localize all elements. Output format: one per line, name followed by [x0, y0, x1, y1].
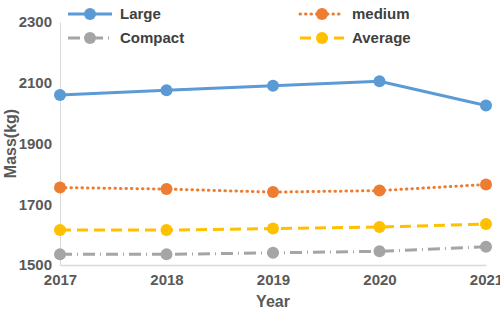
- legend-marker: [84, 8, 96, 20]
- y-axis-title: Mass(kg): [2, 109, 19, 178]
- y-tick-label: 2300: [19, 13, 52, 30]
- series: [54, 218, 492, 236]
- plot: 1500170019002100230020172018201920202021: [19, 13, 500, 287]
- legend-item: Large: [68, 5, 161, 22]
- legend-item: medium: [300, 5, 410, 22]
- y-tick: 1900: [19, 135, 60, 152]
- x-tick: 2021: [470, 265, 500, 288]
- data-point: [480, 100, 492, 112]
- data-point: [54, 248, 66, 260]
- data-point: [54, 89, 66, 101]
- x-tick-label: 2018: [150, 271, 183, 288]
- legend-item: Average: [300, 29, 411, 46]
- legend-label: medium: [352, 5, 410, 22]
- chart: 1500170019002100230020172018201920202021…: [0, 0, 500, 313]
- data-point: [161, 248, 173, 260]
- legend-label: Compact: [120, 29, 184, 46]
- x-tick: 2019: [257, 265, 290, 288]
- data-point: [374, 221, 386, 233]
- series: [54, 75, 492, 111]
- data-point: [480, 218, 492, 230]
- x-axis: 2017 2018 2019 2020 2021: [44, 265, 500, 288]
- legend-item: Compact: [68, 29, 184, 46]
- series: [54, 241, 492, 261]
- data-point: [480, 179, 492, 191]
- x-tick-label: 2021: [470, 271, 500, 288]
- data-point: [161, 84, 173, 96]
- y-tick: 2300: [19, 13, 60, 30]
- y-tick: 1700: [19, 196, 60, 213]
- data-point: [480, 241, 492, 253]
- x-tick: 2018: [150, 265, 183, 288]
- x-tick: 2020: [363, 265, 396, 288]
- data-point: [267, 186, 279, 198]
- x-tick-label: 2020: [363, 271, 396, 288]
- x-tick: 2017: [44, 265, 77, 288]
- x-tick-label: 2017: [44, 271, 77, 288]
- x-tick-label: 2019: [257, 271, 290, 288]
- data-point: [54, 224, 66, 236]
- x-axis-line: [61, 265, 487, 267]
- legend-marker: [316, 8, 328, 20]
- series-layer: [54, 75, 492, 260]
- legend: Large medium Compact Average: [68, 5, 411, 46]
- data-point: [161, 224, 173, 236]
- data-point: [374, 75, 386, 87]
- data-point: [374, 245, 386, 257]
- data-point: [374, 185, 386, 197]
- y-axis: 15001700190021002300: [19, 13, 61, 273]
- x-axis-title: Year: [256, 293, 290, 310]
- y-tick-label: 1900: [19, 135, 52, 152]
- series: [54, 179, 492, 199]
- data-point: [54, 182, 66, 194]
- legend-marker: [316, 32, 328, 44]
- data-point: [267, 223, 279, 235]
- data-point: [161, 183, 173, 195]
- legend-marker: [84, 32, 96, 44]
- y-tick: 2100: [19, 74, 60, 91]
- data-point: [267, 80, 279, 92]
- legend-label: Large: [120, 5, 161, 22]
- y-tick-label: 2100: [19, 74, 52, 91]
- legend-label: Average: [352, 29, 411, 46]
- data-point: [267, 247, 279, 259]
- y-tick-label: 1700: [19, 196, 52, 213]
